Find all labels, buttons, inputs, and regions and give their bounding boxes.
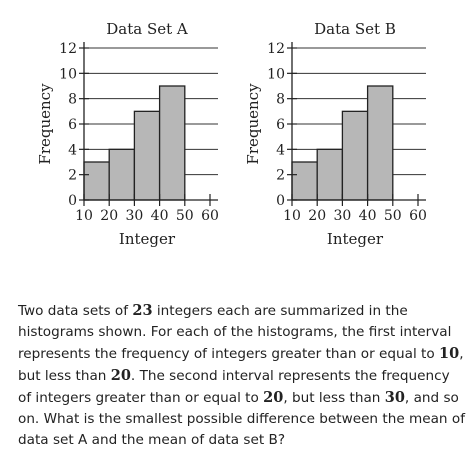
- x-tick-label: 40: [359, 208, 377, 224]
- x-axis-label: Integer: [119, 230, 176, 248]
- x-tick-label: 20: [308, 208, 326, 224]
- bar: [83, 161, 110, 201]
- y-tick-label: 0: [276, 193, 285, 209]
- bar: [341, 110, 369, 201]
- question-text: Two data sets of 23 integers each are su…: [18, 302, 465, 448]
- x-tick-label: 60: [201, 208, 219, 224]
- y-tick-label: 2: [276, 168, 285, 184]
- x-tick-label: 30: [125, 208, 143, 224]
- question-number: 20: [263, 389, 284, 406]
- chart-title: Data Set A: [106, 20, 188, 38]
- bar: [158, 85, 186, 201]
- bar: [316, 148, 344, 201]
- bar: [366, 85, 394, 201]
- x-tick-label: 10: [283, 208, 301, 224]
- question-number: 30: [384, 389, 405, 406]
- question-number: 20: [110, 367, 131, 384]
- y-axis-label: Frequency: [244, 83, 262, 165]
- x-tick-label: 40: [151, 208, 169, 224]
- x-tick-label: 20: [100, 208, 118, 224]
- x-tick-label: 30: [333, 208, 351, 224]
- y-tick-label: 10: [267, 66, 285, 82]
- question-number: 23: [132, 302, 153, 319]
- bar: [133, 110, 161, 201]
- y-tick-label: 6: [276, 117, 285, 133]
- histogram-data-set-a: 0 2 4 6 8 10 12 10 20 30 40 50 60 Data Set A Integer Fr…: [36, 20, 219, 248]
- y-tick-label: 12: [59, 41, 77, 57]
- y-tick-label: 12: [267, 41, 285, 57]
- y-tick-label: 6: [68, 117, 77, 133]
- y-axis-label: Frequency: [36, 83, 54, 165]
- y-tick-label: 4: [276, 142, 285, 158]
- bar: [291, 161, 318, 201]
- x-tick-label: 10: [75, 208, 93, 224]
- y-tick-label: 8: [276, 92, 285, 108]
- x-tick-label: 50: [176, 208, 194, 224]
- y-tick-label: 0: [68, 193, 77, 209]
- bar: [108, 148, 136, 201]
- x-axis-label: Integer: [327, 230, 384, 248]
- x-tick-label: 50: [384, 208, 402, 224]
- y-tick-label: 4: [68, 142, 77, 158]
- x-tick-label: 60: [409, 208, 427, 224]
- histogram-data-set-b: 0 2 4 6 8 10 12 10 20 30 40 50 60 Data Set B Integer Fr…: [244, 20, 427, 248]
- y-tick-label: 10: [59, 66, 77, 82]
- y-tick-label: 8: [68, 92, 77, 108]
- chart-title: Data Set B: [314, 20, 396, 38]
- y-tick-label: 2: [68, 168, 77, 184]
- question-number: 10: [439, 345, 460, 362]
